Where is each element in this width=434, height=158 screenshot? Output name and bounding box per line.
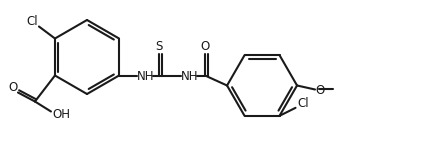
- Text: OH: OH: [52, 108, 70, 121]
- Text: S: S: [155, 40, 163, 53]
- Text: Cl: Cl: [298, 97, 309, 110]
- Text: O: O: [8, 81, 18, 94]
- Text: Cl: Cl: [26, 15, 38, 28]
- Text: NH: NH: [181, 70, 199, 83]
- Text: O: O: [201, 40, 210, 53]
- Text: O: O: [316, 84, 325, 97]
- Text: NH: NH: [137, 70, 155, 83]
